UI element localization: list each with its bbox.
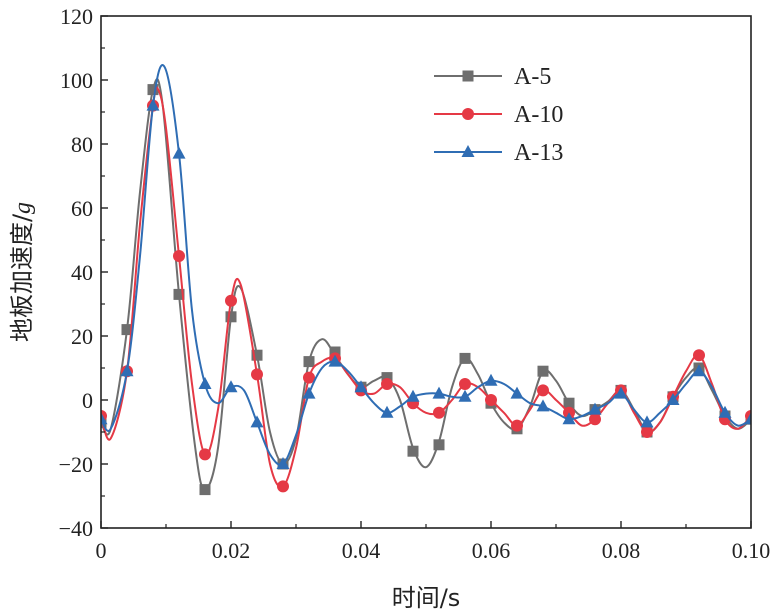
data-point-a-5 [147,84,159,96]
series-a-10 [101,86,751,493]
data-point-a-13 [146,98,160,111]
data-point-a-13 [276,457,290,469]
data-point-a-5 [459,352,471,364]
x-tick-label: 0 [96,538,107,563]
data-point-a-10 [251,368,263,381]
ticks-layer: 0 0.02 0.04 0.06 0.08 0.10 −40 −20 0 20 40 60 80 100 1… [59,4,771,563]
data-point-a-13 [692,364,706,377]
data-point-a-5 [173,288,185,300]
x-tick-label: 0.02 [212,538,251,563]
data-point-a-13 [588,402,602,415]
y-tick-label: 80 [71,132,93,157]
y-tick-label: 100 [60,68,93,93]
data-point-a-13 [484,373,498,386]
data-point-a-10 [459,378,471,390]
data-point-a-13 [406,389,420,402]
y-axis-title-text: 地板加速度/ [8,213,36,342]
data-point-a-13 [718,405,732,418]
x-tick-label: 0.10 [732,538,771,563]
data-point-a-13 [666,393,680,405]
x-axis-title: 时间/s [392,584,461,612]
data-point-a-5 [537,365,549,377]
legend-label-a-10: A-10 [514,102,563,128]
data-point-a-13 [510,386,524,399]
legend-label-a-13: A-13 [514,140,563,166]
data-point-a-13 [354,380,368,393]
data-point-a-13 [640,415,654,428]
legend: A-5 A-10 A-13 [434,64,563,166]
data-point-a-10 [589,413,601,426]
data-point-a-13 [458,389,472,402]
data-point-a-10 [173,250,185,262]
data-point-a-13 [562,412,576,425]
data-point-a-10 [381,378,393,390]
data-point-a-10 [303,371,315,384]
data-point-a-13 [380,405,394,418]
data-point-a-13 [172,146,186,159]
legend-entry-a-5: A-5 [434,64,551,90]
x-tick-label: 0.06 [472,538,511,563]
data-point-a-13 [328,354,342,367]
data-point-a-5 [433,439,445,451]
data-point-a-13 [250,415,264,428]
data-point-a-5 [251,349,263,361]
series-a-13 [101,64,751,469]
y-axis-title-unit: g [10,202,36,214]
data-point-a-10 [641,426,653,438]
data-point-a-13 [120,364,134,377]
y-tick-label: −40 [59,516,93,541]
legend-entry-a-10: A-10 [434,102,563,128]
data-point-a-13 [744,412,751,425]
series-line-a-13 [101,64,751,466]
data-point-a-13 [614,386,628,399]
data-point-a-5 [199,484,211,496]
data-point-a-10 [225,294,237,307]
legend-marker-a-13 [461,145,475,157]
series-layer [101,64,751,496]
data-point-a-5 [329,346,341,358]
data-point-a-5 [563,397,575,409]
legend-entry-a-13: A-13 [434,140,563,166]
data-point-a-5 [225,311,237,323]
y-tick-label: 0 [82,388,93,413]
data-point-a-10 [693,349,705,362]
data-point-a-13 [432,386,446,399]
legend-marker-a-5 [462,70,474,82]
data-point-a-13 [536,399,550,412]
data-point-a-5 [303,356,315,368]
data-point-a-5 [121,324,133,336]
data-point-a-10 [433,406,445,419]
data-point-a-13 [101,412,108,425]
data-point-a-13 [302,386,316,399]
data-point-a-10 [511,419,523,432]
data-point-a-10 [277,480,289,493]
y-tick-label: 20 [71,324,93,349]
legend-label-a-5: A-5 [514,64,551,90]
data-point-a-10 [199,448,211,461]
y-tick-label: 60 [71,196,93,221]
plot-frame [100,15,752,529]
data-point-a-10 [537,384,549,397]
data-point-a-10 [485,394,497,406]
y-tick-label: −20 [59,452,93,477]
x-tick-label: 0.04 [342,538,381,563]
y-tick-label: 120 [60,4,93,29]
data-point-a-5 [407,445,419,457]
data-point-a-13 [224,380,238,393]
legend-marker-a-10 [462,108,474,120]
y-axis-title: 地板加速度/g [8,202,36,342]
series-line-a-10 [101,86,751,488]
data-point-a-13 [198,377,212,389]
data-point-a-5 [381,372,393,384]
x-tick-label: 0.08 [602,538,641,563]
y-tick-label: 40 [71,260,93,285]
series-a-5 [101,78,751,496]
